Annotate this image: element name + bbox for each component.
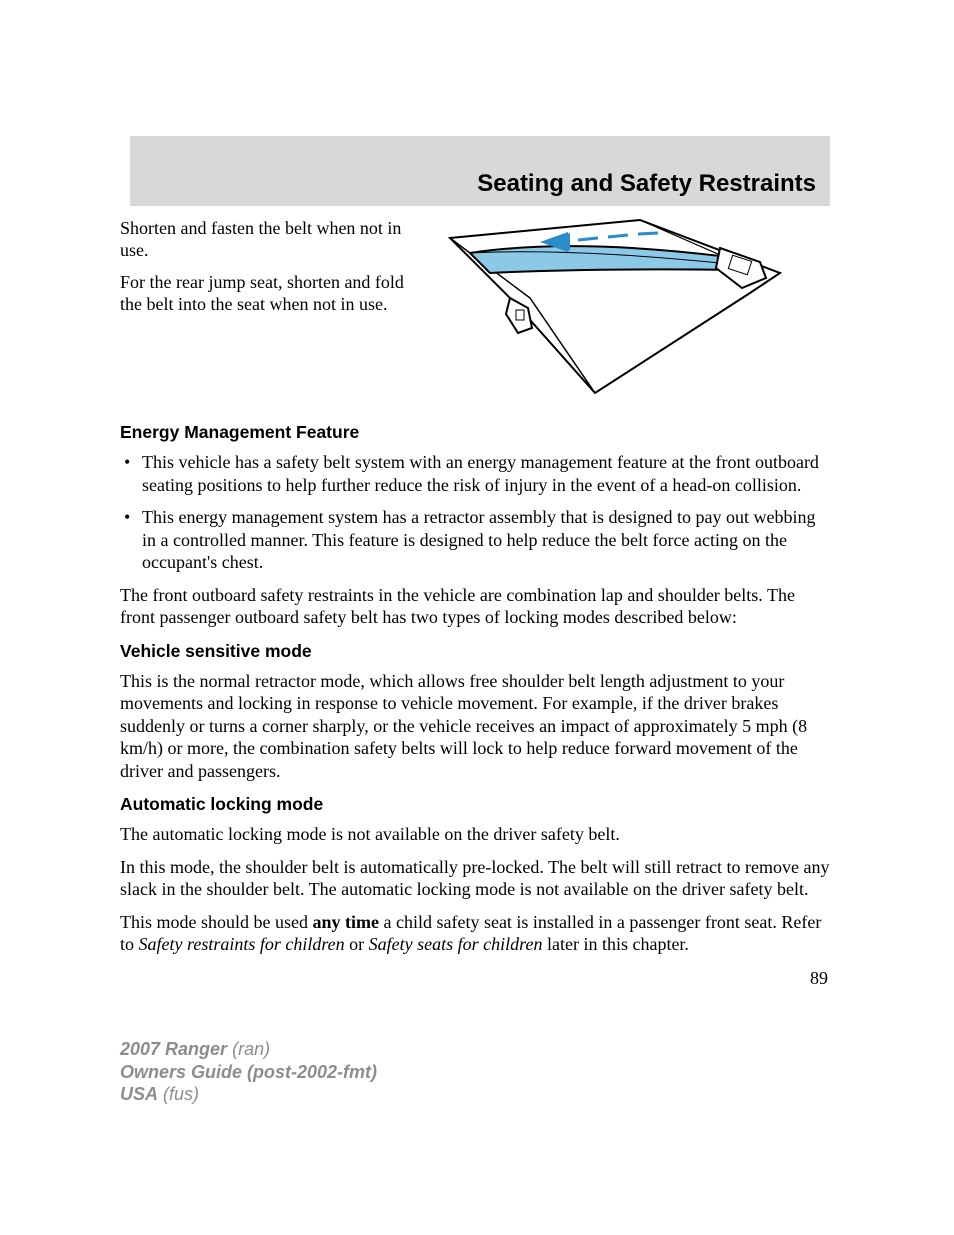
text-fragment: This mode should be used: [120, 912, 312, 932]
list-item: This vehicle has a safety belt system wi…: [142, 451, 830, 496]
seatbelt-diagram: [440, 218, 790, 398]
text-bold: any time: [312, 912, 379, 932]
intro-text: Shorten and fasten the belt when not in …: [120, 218, 420, 398]
body-paragraph: The front outboard safety restraints in …: [120, 584, 830, 629]
body-paragraph: The automatic locking mode is not availa…: [120, 823, 830, 846]
body-paragraph: In this mode, the shoulder belt is autom…: [120, 856, 830, 901]
heading-vehicle-sensitive: Vehicle sensitive mode: [120, 641, 830, 662]
page-content: Shorten and fasten the belt when not in …: [120, 218, 830, 989]
footer-model: 2007 Ranger: [120, 1039, 227, 1059]
heading-energy-management: Energy Management Feature: [120, 422, 830, 443]
body-paragraph-mixed: This mode should be used any time a chil…: [120, 911, 830, 956]
intro-p2: For the rear jump seat, shorten and fold…: [120, 272, 420, 316]
list-item: This energy management system has a retr…: [142, 506, 830, 574]
heading-automatic-locking: Automatic locking mode: [120, 794, 830, 815]
text-fragment: later in this chapter.: [542, 934, 688, 954]
text-italic: Safety restraints for children: [139, 934, 345, 954]
footer-region-code: (fus): [163, 1084, 199, 1104]
intro-p1: Shorten and fasten the belt when not in …: [120, 218, 420, 262]
seatbelt-svg: [440, 218, 790, 398]
body-paragraph: This is the normal retractor mode, which…: [120, 670, 830, 783]
footer-line-3: USA (fus): [120, 1083, 377, 1106]
intro-row: Shorten and fasten the belt when not in …: [120, 218, 830, 398]
text-fragment: or: [345, 934, 369, 954]
page-footer: 2007 Ranger (ran) Owners Guide (post-200…: [120, 1038, 377, 1106]
energy-management-list: This vehicle has a safety belt system wi…: [120, 451, 830, 574]
text-italic: Safety seats for children: [369, 934, 543, 954]
page-number: 89: [120, 968, 830, 989]
footer-line-1: 2007 Ranger (ran): [120, 1038, 377, 1061]
footer-guide: Owners Guide (post-2002-fmt): [120, 1061, 377, 1084]
page-header: Seating and Safety Restraints: [130, 136, 830, 206]
footer-model-code: (ran): [232, 1039, 270, 1059]
footer-region: USA: [120, 1084, 158, 1104]
section-title: Seating and Safety Restraints: [477, 170, 816, 198]
